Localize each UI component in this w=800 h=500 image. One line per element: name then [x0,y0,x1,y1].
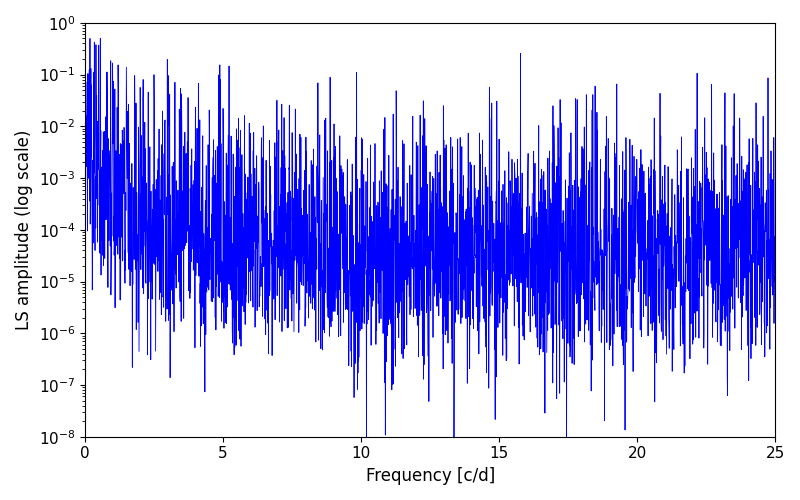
X-axis label: Frequency [c/d]: Frequency [c/d] [366,467,494,485]
Y-axis label: LS amplitude (log scale): LS amplitude (log scale) [15,130,33,330]
